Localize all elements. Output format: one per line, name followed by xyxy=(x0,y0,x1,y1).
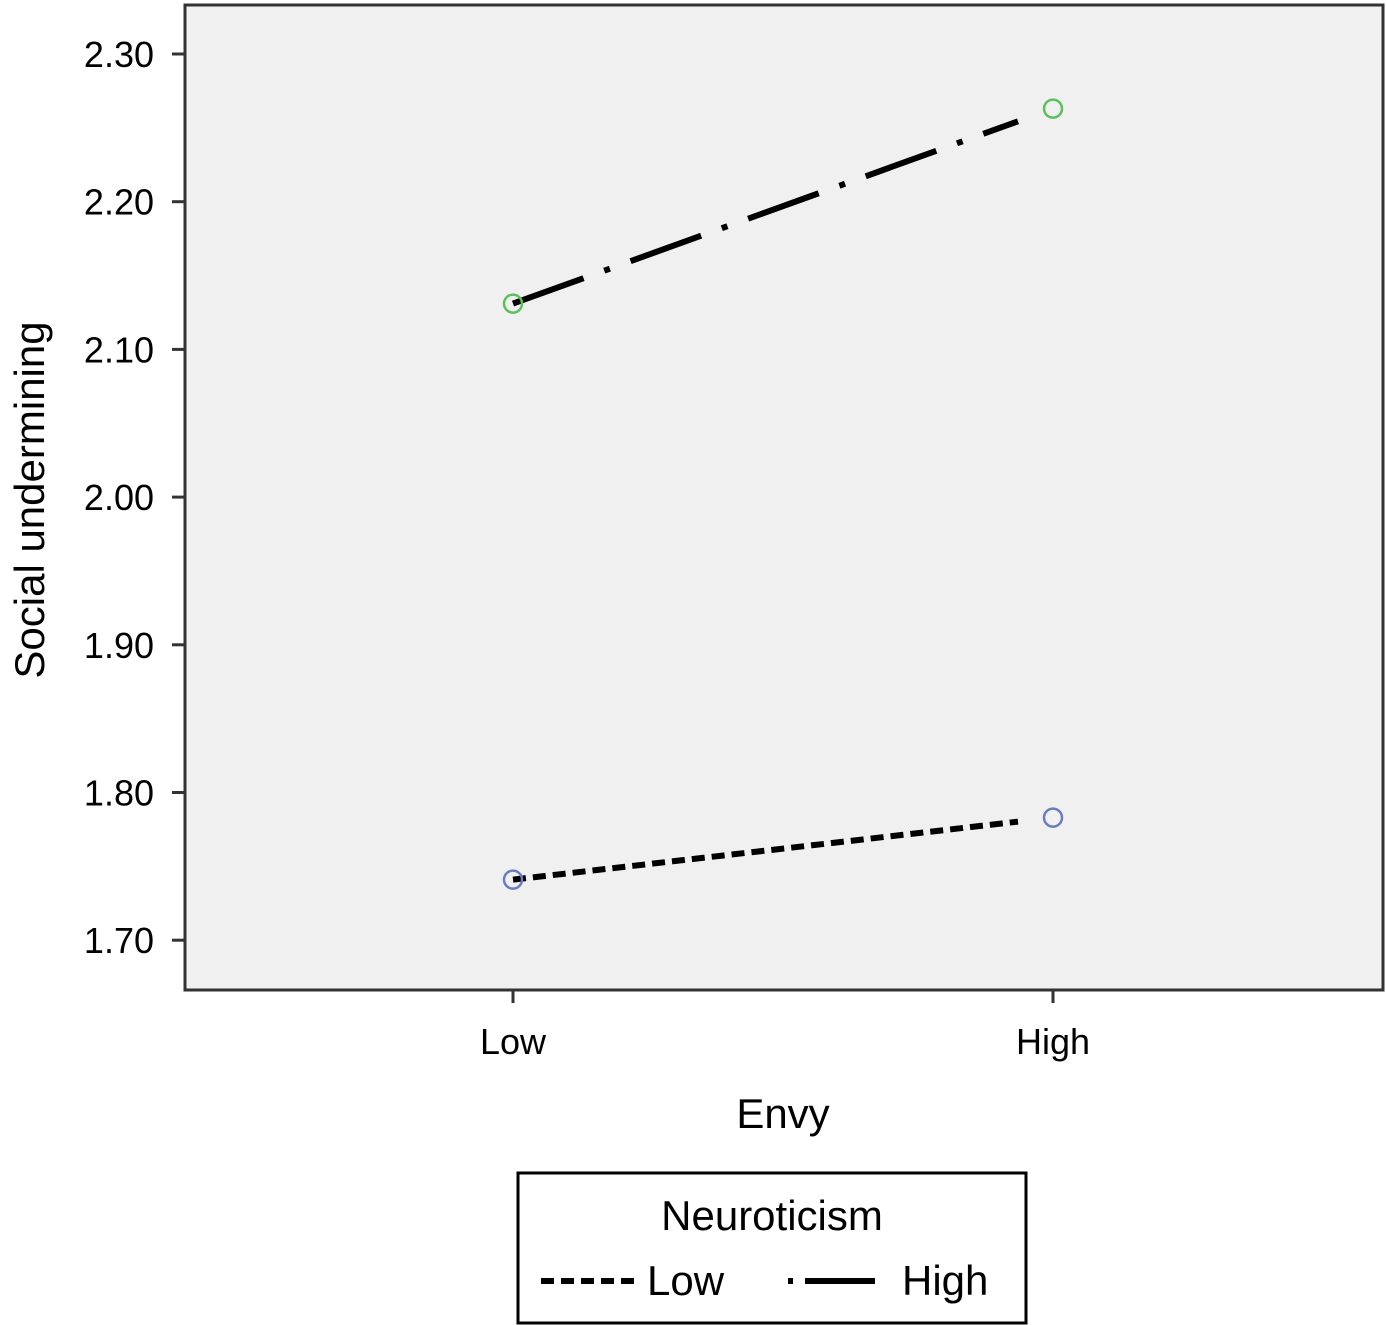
x-tick-label: Low xyxy=(480,1021,547,1062)
y-tick-label: 2.30 xyxy=(84,34,154,75)
y-tick-label: 2.10 xyxy=(84,329,154,370)
data-point-low-low xyxy=(502,869,524,890)
data-point-high-high xyxy=(1042,98,1064,119)
x-tick-label: High xyxy=(1016,1021,1090,1062)
legend-label-high: High xyxy=(902,1257,988,1304)
y-tick-label: 1.80 xyxy=(84,773,154,814)
legend-label-low: Low xyxy=(647,1257,725,1304)
y-axis-label: Social undermining xyxy=(6,321,53,678)
y-tick-label: 1.70 xyxy=(84,920,154,961)
series-line-high xyxy=(511,118,1020,307)
y-tick-label: 1.90 xyxy=(84,625,154,666)
legend: Neuroticism Low High xyxy=(516,1171,1028,1325)
legend-title: Neuroticism xyxy=(661,1192,883,1239)
legend-box xyxy=(516,1171,1028,1325)
y-tick-label: 2.00 xyxy=(84,477,154,518)
plot-area xyxy=(183,3,1385,992)
x-axis-label: Envy xyxy=(736,1090,829,1137)
series-line-low xyxy=(512,818,1019,883)
data-point-low-high xyxy=(1042,807,1064,828)
data-point-high-low xyxy=(502,293,524,314)
y-tick-label: 2.20 xyxy=(84,182,154,223)
